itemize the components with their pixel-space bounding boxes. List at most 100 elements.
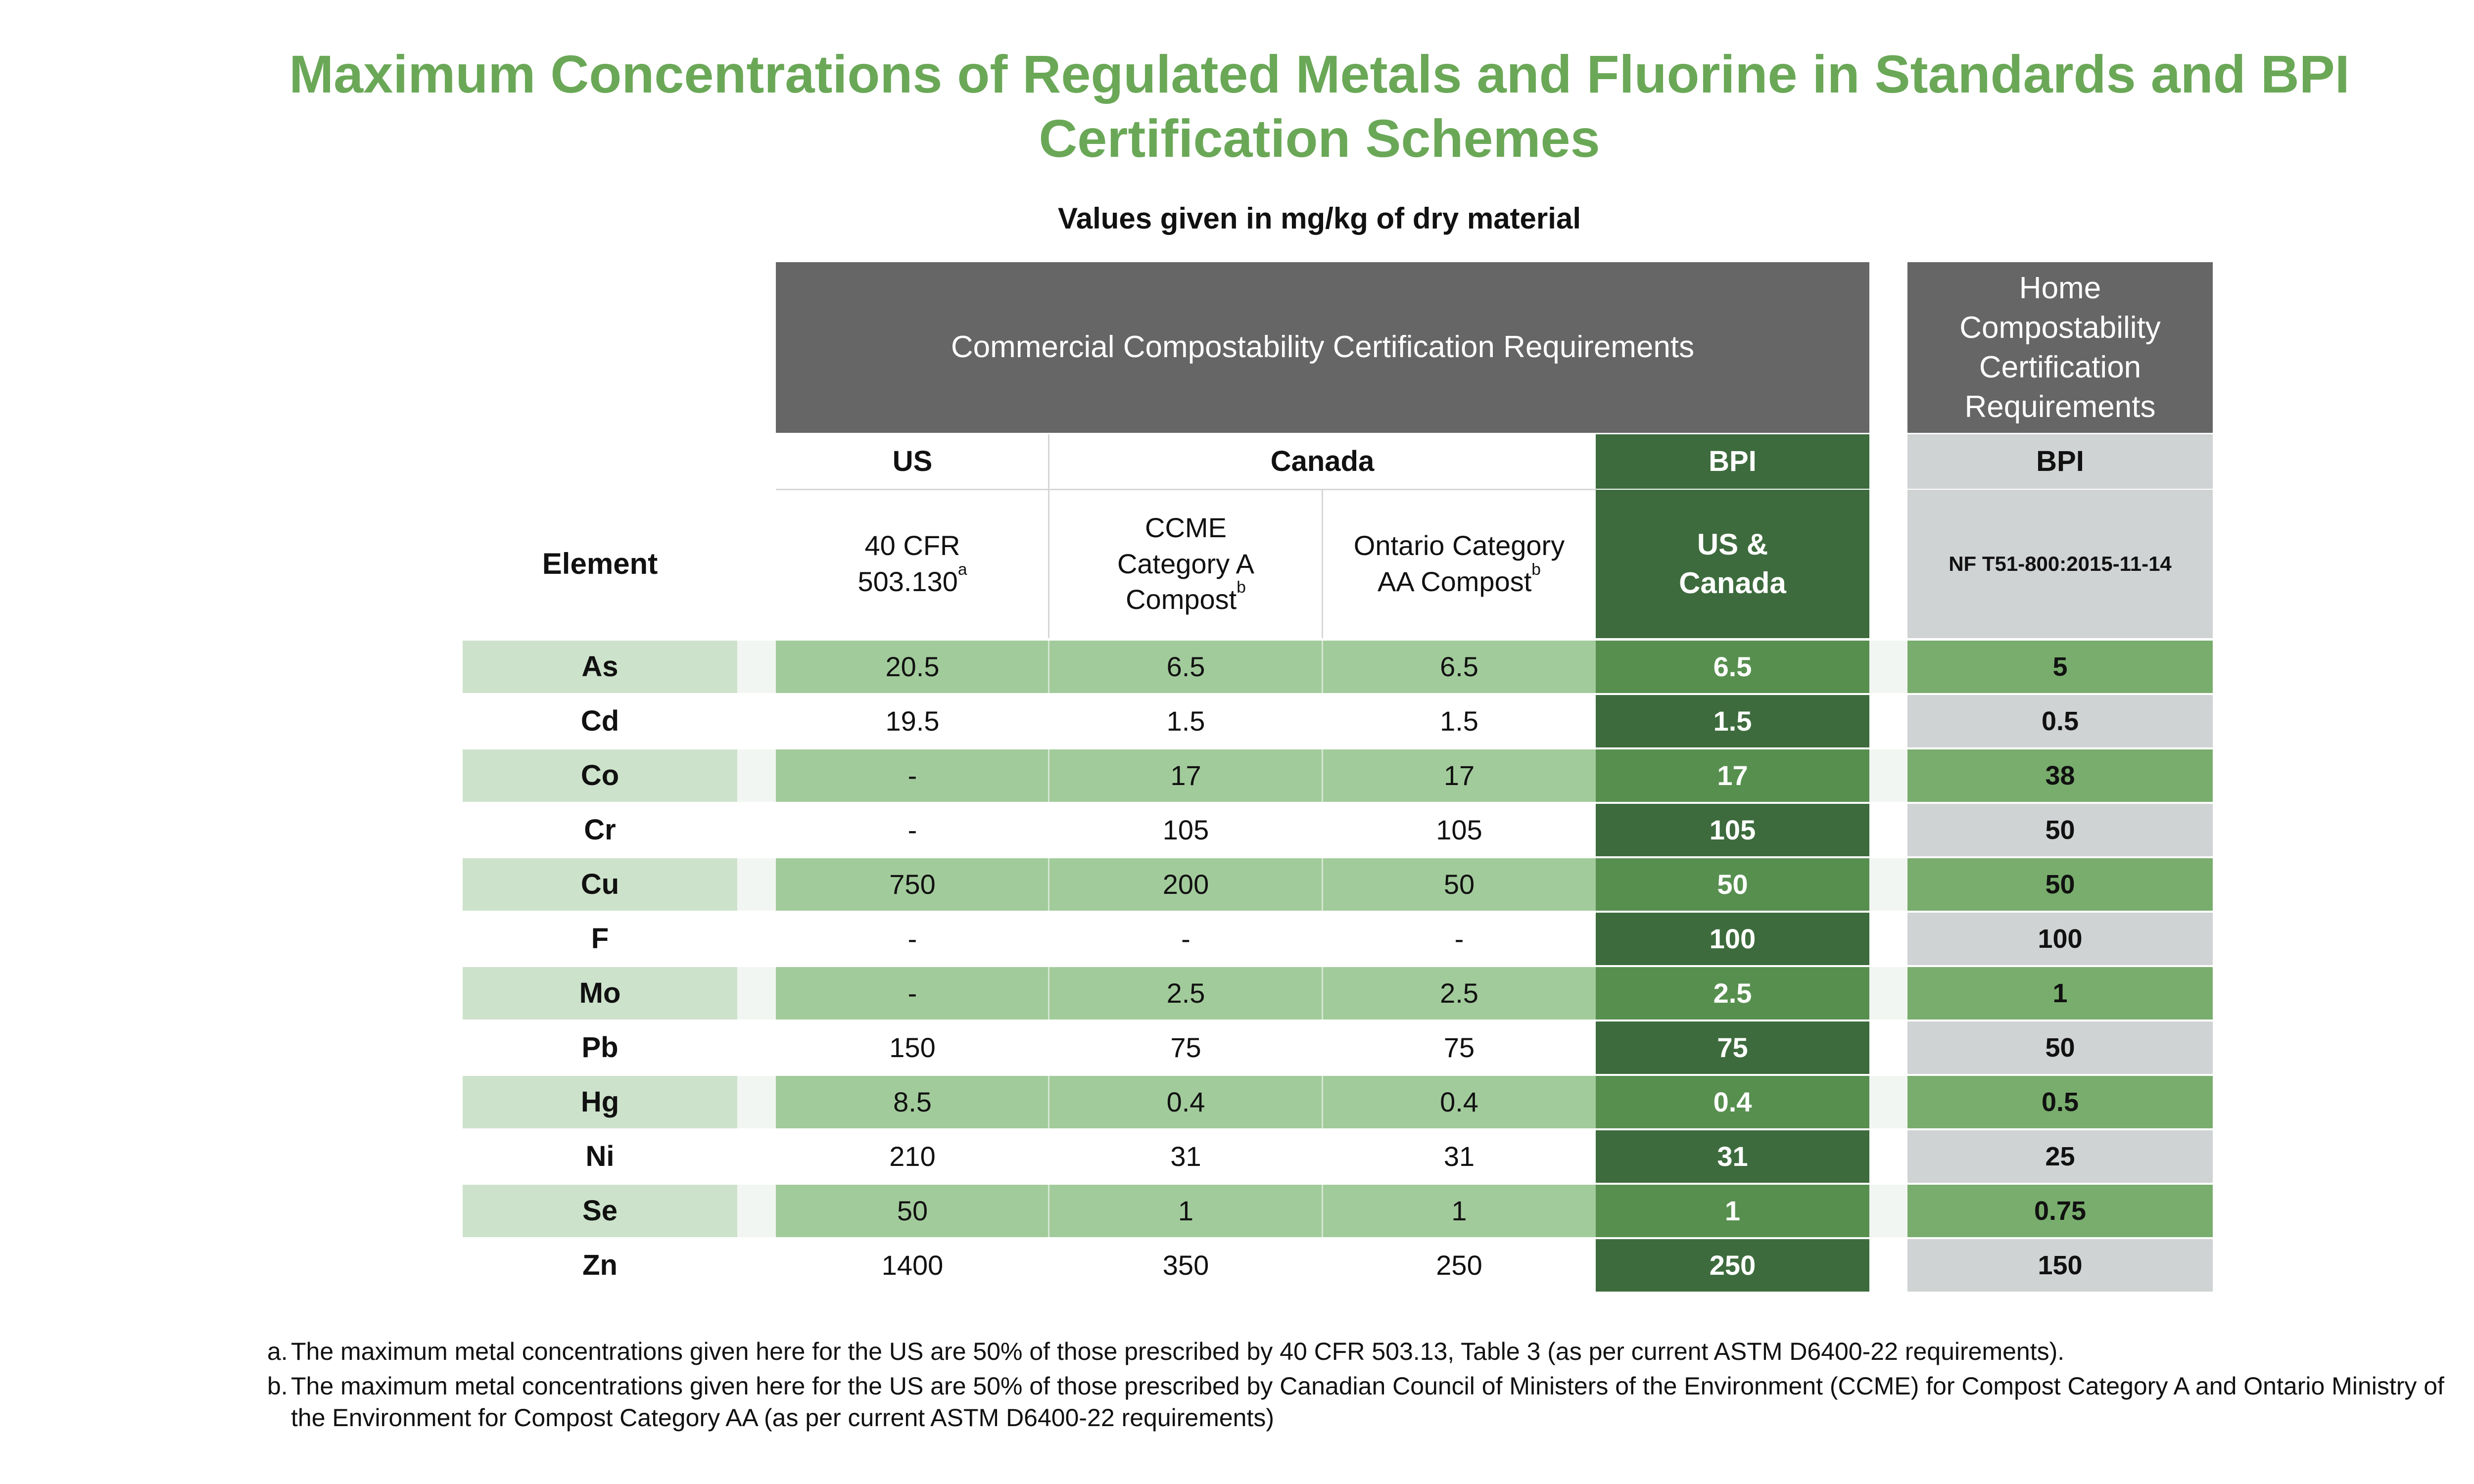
row-band xyxy=(776,641,1596,693)
ccme-value-cell: 75 xyxy=(1170,1031,1201,1063)
ccme-value-cell: 1 xyxy=(1178,1195,1194,1226)
page-title: Maximum Concentrations of Regulated Meta… xyxy=(0,42,2474,171)
row-spacer xyxy=(737,749,776,802)
us-value-cell: - xyxy=(907,759,917,791)
ccme-value-cell: 17 xyxy=(1170,759,1201,791)
home-certification-header: Home Compostability Certification Requir… xyxy=(1907,262,2213,433)
canada-column-header: Canada xyxy=(1049,434,1596,489)
nf-standard-header: NF T51-800:2015-11-14 xyxy=(1907,490,2213,638)
ccme-value-cell: 105 xyxy=(1162,814,1209,845)
home-value-cell: 0.5 xyxy=(1907,695,2213,747)
row-spacer xyxy=(737,1185,776,1237)
us-value-cell: 8.5 xyxy=(893,1086,932,1117)
element-cell: Cu xyxy=(463,858,737,911)
ontario-value-cell: 250 xyxy=(1436,1249,1482,1281)
bpi-us-canada-header: US & Canada xyxy=(1596,490,1869,638)
ontario-value-cell: 17 xyxy=(1443,759,1475,791)
ontario-value-cell: 1.5 xyxy=(1440,705,1478,737)
home-value-cell: 5 xyxy=(1907,641,2213,693)
row-band xyxy=(776,1185,1596,1237)
ccme-value-cell: 6.5 xyxy=(1166,650,1205,682)
ontario-value-cell: 0.4 xyxy=(1440,1086,1478,1117)
row-spacer xyxy=(1869,1076,1907,1128)
us-value-cell: 1400 xyxy=(881,1249,944,1281)
ccme-value-cell: - xyxy=(1181,923,1190,954)
footnote-a: a. The maximum metal concentrations give… xyxy=(267,1336,2444,1367)
element-cell: As xyxy=(463,641,737,693)
element-cell: Hg xyxy=(463,1076,737,1128)
bpi-value-cell: 0.4 xyxy=(1596,1076,1869,1128)
home-value-cell: 100 xyxy=(1907,913,2213,965)
us-value-cell: 150 xyxy=(889,1031,936,1063)
bpi-value-cell: 250 xyxy=(1596,1239,1869,1292)
us-value-cell: - xyxy=(907,977,917,1009)
bpi-value-cell: 75 xyxy=(1596,1021,1869,1074)
row-spacer xyxy=(1869,749,1907,802)
bpi-value-cell: 50 xyxy=(1596,858,1869,911)
row-spacer xyxy=(1869,858,1907,911)
home-value-cell: 50 xyxy=(1907,804,2213,856)
row-band xyxy=(776,858,1596,911)
bpi-value-cell: 100 xyxy=(1596,913,1869,965)
row-spacer xyxy=(737,967,776,1020)
us-value-cell: - xyxy=(907,923,917,954)
row-band xyxy=(776,967,1596,1020)
element-cell: Zn xyxy=(463,1239,737,1292)
ontario-value-cell: 50 xyxy=(1443,868,1475,900)
bpi-value-cell: 1.5 xyxy=(1596,695,1869,747)
row-spacer xyxy=(1869,967,1907,1020)
ontario-value-cell: - xyxy=(1454,923,1464,954)
ccme-value-cell: 200 xyxy=(1162,868,1209,900)
ccme-value-cell: 31 xyxy=(1170,1140,1201,1172)
title-line-1: Maximum Concentrations of Regulated Meta… xyxy=(289,44,2350,104)
title-line-2: Certification Schemes xyxy=(1039,108,1600,168)
ccme-value-cell: 1.5 xyxy=(1166,705,1205,737)
element-cell: Mo xyxy=(463,967,737,1020)
row-spacer xyxy=(1869,1185,1907,1237)
ontario-value-cell: 75 xyxy=(1443,1031,1475,1063)
bpi-value-cell: 1 xyxy=(1596,1185,1869,1237)
footnote-a-text: The maximum metal concentrations given h… xyxy=(291,1338,2065,1365)
ccme-standard-header: CCME Category A Compostb xyxy=(1117,511,1255,615)
row-band xyxy=(776,749,1596,802)
bpi-value-cell: 31 xyxy=(1596,1130,1869,1183)
element-column-header: Element xyxy=(542,547,658,580)
us-value-cell: 50 xyxy=(897,1195,928,1226)
bpi-value-cell: 2.5 xyxy=(1596,967,1869,1020)
home-value-cell: 1 xyxy=(1907,967,2213,1020)
bpi-value-cell: 105 xyxy=(1596,804,1869,856)
element-cell: Ni xyxy=(463,1130,737,1183)
row-spacer xyxy=(737,1076,776,1128)
footnote-b: b. The maximum metal concentrations give… xyxy=(267,1370,2444,1434)
home-bpi-column-header: BPI xyxy=(1907,434,2213,489)
row-spacer xyxy=(737,858,776,911)
us-value-cell: 750 xyxy=(889,868,936,900)
ontario-value-cell: 1 xyxy=(1451,1195,1467,1226)
element-cell: F xyxy=(463,913,737,965)
home-value-cell: 150 xyxy=(1907,1239,2213,1292)
element-cell: Cd xyxy=(463,695,737,747)
element-cell: Cr xyxy=(463,804,737,856)
home-value-cell: 50 xyxy=(1907,858,2213,911)
home-value-cell: 0.5 xyxy=(1907,1076,2213,1128)
table-subtitle: Values given in mg/kg of dry material xyxy=(1057,202,1581,235)
home-value-cell: 50 xyxy=(1907,1021,2213,1074)
element-cell: Pb xyxy=(463,1021,737,1074)
home-value-cell: 25 xyxy=(1907,1130,2213,1183)
us-column-header: US xyxy=(776,434,1049,489)
footnote-b-text: The maximum metal concentrations given h… xyxy=(291,1372,2444,1432)
home-value-cell: 0.75 xyxy=(1907,1185,2213,1237)
ontario-value-cell: 2.5 xyxy=(1440,977,1478,1009)
us-value-cell: 210 xyxy=(889,1140,936,1172)
commercial-certification-header: Commercial Compostability Certification … xyxy=(776,262,1869,433)
ontario-value-cell: 31 xyxy=(1443,1140,1475,1172)
ontario-value-cell: 6.5 xyxy=(1440,650,1478,682)
us-value-cell: 20.5 xyxy=(885,650,940,682)
ccme-value-cell: 0.4 xyxy=(1166,1086,1205,1117)
row-spacer xyxy=(1869,641,1907,693)
us-value-cell: - xyxy=(907,814,917,845)
element-cell: Se xyxy=(463,1185,737,1237)
bpi-value-cell: 6.5 xyxy=(1596,641,1869,693)
ontario-standard-header: Ontario Category AA Compostb xyxy=(1353,530,1565,597)
ontario-value-cell: 105 xyxy=(1436,814,1482,845)
